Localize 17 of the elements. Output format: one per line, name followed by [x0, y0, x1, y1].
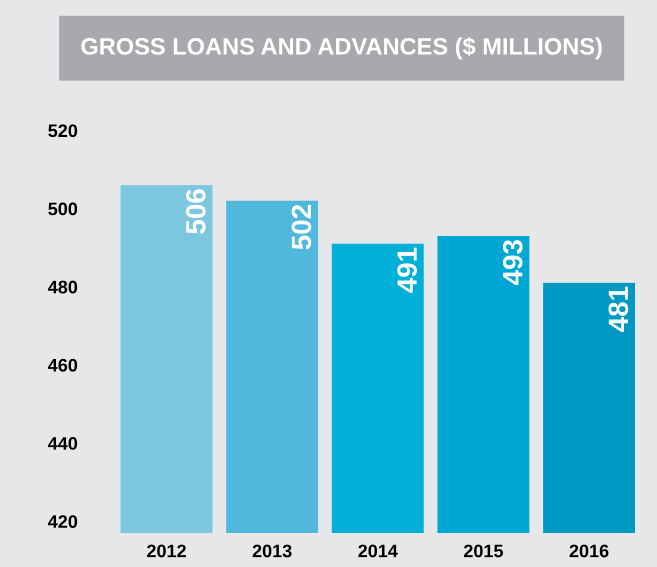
x-tick-label: 2012 [147, 544, 186, 558]
y-tick-label: 460 [48, 358, 78, 372]
x-tick-label: 2016 [570, 544, 608, 558]
y-tick-label: 420 [48, 515, 78, 528]
y-tick-label: 480 [48, 280, 78, 294]
x-tick-label: 2013 [252, 544, 292, 558]
chart-title: GROSS LOANS AND ADVANCES ($ MILLIONS) [81, 36, 602, 60]
data-label: 493 [502, 240, 523, 285]
y-tick-label: 500 [48, 202, 78, 216]
data-label: 506 [186, 189, 206, 234]
data-label: 481 [608, 286, 628, 332]
data-label: 491 [397, 248, 417, 293]
data-label: 502 [292, 204, 312, 250]
x-tick-label: 2014 [358, 544, 398, 558]
x-tick-label: 2015 [464, 544, 503, 558]
y-tick-label: 520 [48, 124, 78, 138]
y-tick-label: 440 [48, 437, 78, 450]
